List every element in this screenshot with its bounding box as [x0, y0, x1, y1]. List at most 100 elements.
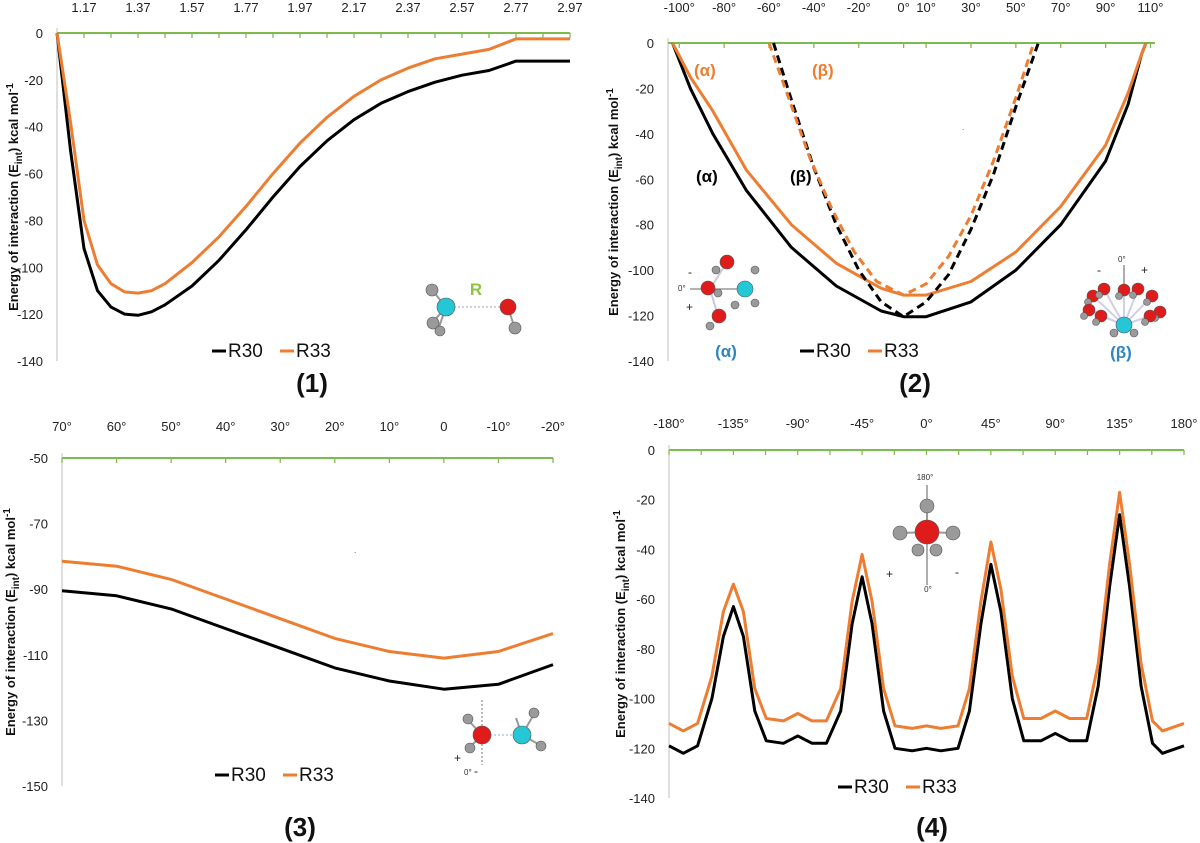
y-tick-label: -60 — [636, 592, 655, 607]
x-tick-label: 1.17 — [71, 0, 96, 15]
series-line-r30 — [55, 32, 570, 317]
legend-label-r33: R33 — [884, 341, 919, 362]
minus-sign: - — [474, 764, 478, 778]
h-atom — [945, 525, 961, 541]
alpha-label-r30: (α) — [696, 167, 718, 186]
x-tick-label: 1.97 — [287, 0, 312, 15]
legend-label-r30: R30 — [231, 765, 266, 786]
h-atom — [713, 288, 723, 298]
o-atom — [914, 519, 940, 545]
y-tick-label: -80 — [636, 642, 655, 657]
x-tick-label: 50° — [161, 419, 181, 434]
y-tick-label: -100 — [629, 692, 655, 707]
x-tick-label: -20° — [541, 419, 565, 434]
y-axis-title: Energy of interaction (Eint) kcal mol-1 — [612, 510, 632, 738]
n-atom — [736, 280, 754, 298]
h-atom — [464, 742, 476, 754]
h-atom — [425, 283, 439, 297]
h-atom — [1080, 312, 1088, 320]
y-tick-label: 0 — [648, 443, 655, 458]
y-tick-label: -60 — [635, 172, 654, 187]
x-tick-label: 60° — [107, 419, 127, 434]
h-atom — [528, 707, 540, 719]
x-tick-label: 1.77 — [233, 0, 258, 15]
x-tick-label: 40° — [216, 419, 236, 434]
x-tick-label: 1.37 — [125, 0, 150, 15]
h-atom — [711, 265, 721, 275]
y-tick-label: -140 — [629, 791, 655, 806]
x-tick-label: 2.77 — [503, 0, 528, 15]
h-atom — [1092, 318, 1100, 326]
o-atom — [472, 725, 492, 745]
series-line-r30 — [668, 513, 1185, 755]
series-line-r33 — [668, 490, 1185, 733]
o-atom — [719, 254, 735, 270]
beta-label-r30: (β) — [790, 167, 812, 186]
o-atom — [711, 308, 727, 324]
zero-deg-label: 0° — [1118, 255, 1126, 264]
legend-label-r33: R33 — [296, 341, 331, 362]
h-atom — [535, 740, 547, 752]
h-atom — [750, 298, 760, 308]
beta-caption: (β) — [1110, 343, 1132, 362]
legend-label-r33: R33 — [299, 765, 334, 786]
y-tick-label: -140 — [628, 354, 654, 369]
x-tick-label: 0° — [920, 416, 932, 431]
h-atom — [1141, 318, 1149, 326]
y-tick-label: -140 — [17, 354, 43, 369]
minus-sign: - — [688, 265, 692, 279]
y-tick-label: -100 — [17, 260, 43, 275]
legend-label-r30: R30 — [854, 777, 889, 798]
h-atom — [1109, 328, 1119, 338]
y-tick-label: -90 — [29, 582, 48, 597]
x-tick-label: 0 — [440, 419, 447, 434]
y-tick-label: -50 — [29, 451, 48, 466]
y-axis-title: Energy of interaction (Eint) kcal mol-1 — [5, 83, 25, 311]
h-atom — [892, 525, 908, 541]
y-tick-label: -100 — [628, 263, 654, 278]
series-line-r33 — [61, 559, 554, 660]
y-tick-label: -40 — [635, 127, 654, 142]
h-atom — [462, 713, 474, 725]
plus-sign: + — [686, 300, 693, 314]
legend-label-r30: R30 — [228, 341, 263, 362]
h-atom — [929, 543, 943, 557]
minus-sign: - — [955, 565, 959, 579]
series-line-r33- — [671, 42, 1148, 297]
minus-sign: - — [1097, 263, 1101, 277]
x-tick-label: 70° — [52, 419, 72, 434]
y-tick-label: -80 — [24, 213, 43, 228]
panel-2: -100° -80° -60° -40° -20° 0° 10° 30° 50° 70° 90° 11… — [605, 0, 1167, 398]
x-tick-label: 0° — [897, 0, 909, 15]
h-atom — [1129, 291, 1137, 299]
series-line-r30- — [772, 42, 1040, 319]
panel-label: (2) — [899, 368, 931, 398]
y-tick-label: -120 — [628, 309, 654, 324]
h-atom — [426, 316, 440, 330]
h-atom — [1095, 291, 1103, 299]
y-tick-label: -130 — [22, 713, 48, 728]
x-tick-label: 10° — [916, 0, 936, 15]
x-tick-label: -10° — [486, 419, 510, 434]
panel-3: 70° 60° 50° 40° 30° 20° 10° 0 -10° -20° -50 -70 -90 -… — [2, 419, 565, 842]
y-tick-label: 0 — [36, 26, 43, 41]
h-atom — [705, 321, 715, 331]
panel-4: -180° -135° -90° -45° 0° 45° 90° 135° 180°0-20-4… — [612, 416, 1197, 842]
y-tick-label: -20 — [636, 493, 655, 508]
plus-sign: + — [1141, 263, 1148, 277]
x-tick-label: 135° — [1106, 416, 1133, 431]
n-atom — [1115, 316, 1133, 334]
o-atom — [700, 280, 716, 296]
y-tick-label: -150 — [22, 779, 48, 794]
y-tick-label: -80 — [635, 218, 654, 233]
h-atom — [1115, 292, 1123, 300]
y-tick-label: -40 — [24, 120, 43, 135]
n-atom — [436, 297, 456, 317]
plus-sign: + — [886, 567, 893, 581]
x-tick-label: -135° — [718, 416, 749, 431]
zero-deg-label: 0° — [678, 284, 686, 293]
series-line-r33 — [55, 32, 570, 295]
x-tick-label: 30° — [270, 419, 290, 434]
y-axis-title: Energy of interaction (Eint) kcal mol-1 — [605, 88, 625, 316]
